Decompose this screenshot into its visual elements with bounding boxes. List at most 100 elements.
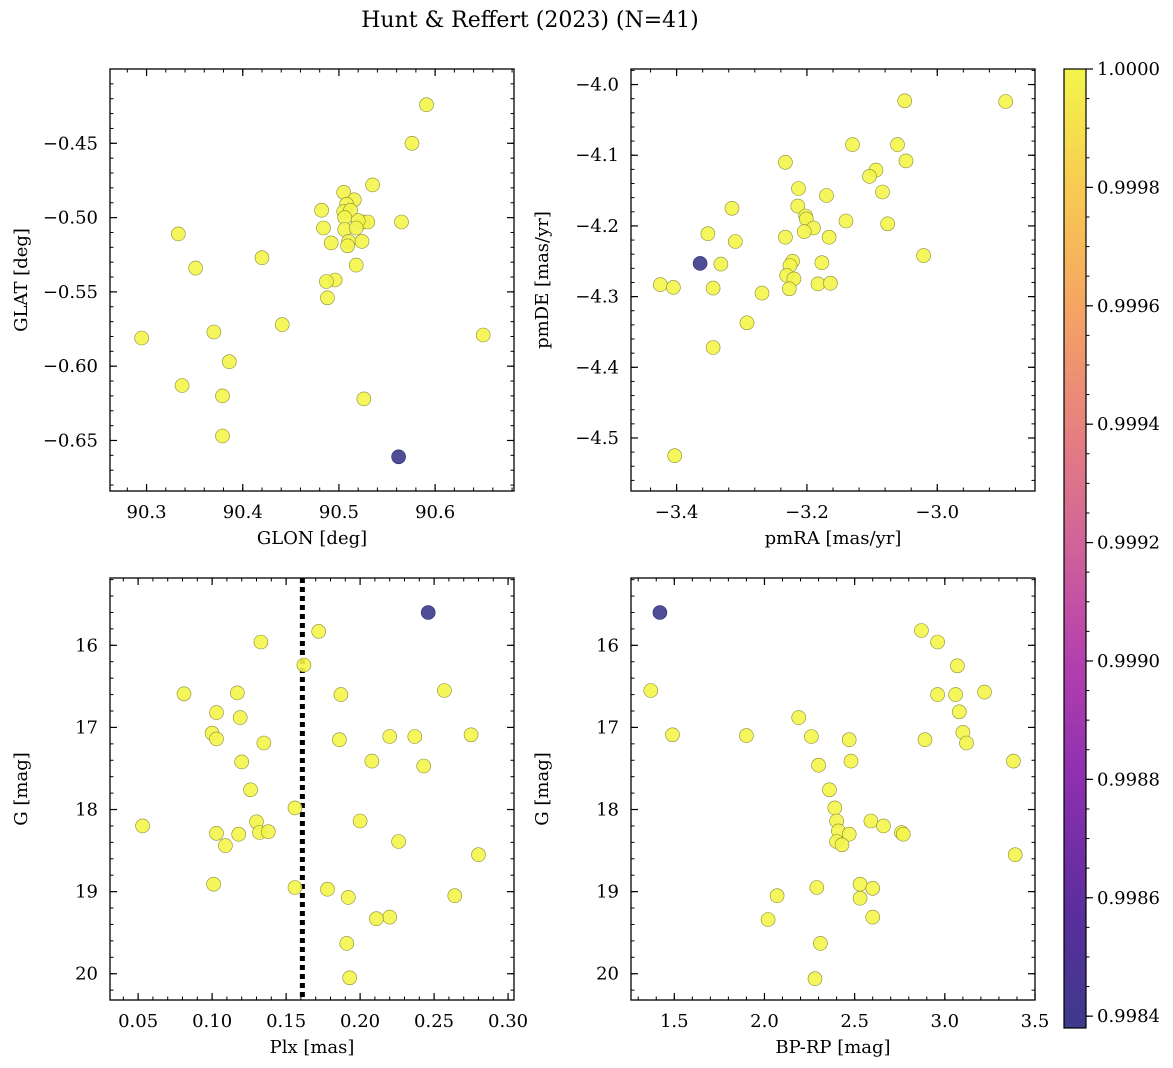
colorbar-tick-label: 0.9984 bbox=[1097, 1006, 1160, 1027]
scatter-point bbox=[218, 838, 233, 853]
scatter-point bbox=[316, 220, 331, 236]
scatter-point bbox=[332, 732, 347, 748]
y-tick-label: −0.45 bbox=[43, 133, 98, 154]
scatter-point bbox=[232, 710, 248, 725]
y-tick-label: −4.1 bbox=[575, 145, 619, 166]
scatter-point bbox=[727, 234, 743, 249]
y-tick-label: −4.4 bbox=[575, 357, 619, 378]
scatter-point bbox=[176, 686, 192, 702]
scatter-point bbox=[230, 685, 245, 701]
scatter-point bbox=[287, 880, 303, 895]
scatter-point bbox=[1006, 753, 1021, 769]
scatter-point bbox=[811, 757, 826, 773]
scatter-point bbox=[898, 153, 914, 169]
scatter-point bbox=[897, 93, 913, 109]
scatter-point bbox=[895, 826, 911, 842]
scatter-point bbox=[807, 971, 823, 987]
scatter-point bbox=[652, 605, 668, 620]
scatter-point bbox=[404, 136, 420, 151]
x-tick-label: 0.25 bbox=[414, 1011, 454, 1032]
x-tick-label: 90.3 bbox=[127, 502, 167, 523]
scatter-point bbox=[260, 824, 276, 840]
scatter-point bbox=[394, 214, 409, 230]
y-tick-label: 20 bbox=[596, 964, 619, 985]
scatter-point bbox=[333, 687, 349, 702]
scatter-point bbox=[781, 281, 797, 297]
scatter-point bbox=[778, 229, 793, 245]
scatter-point bbox=[352, 813, 368, 829]
scatter-point bbox=[1007, 847, 1023, 863]
scatter-point bbox=[209, 731, 224, 747]
scatter-point bbox=[930, 687, 945, 702]
scatter-point bbox=[875, 184, 890, 200]
scatter-point bbox=[420, 605, 436, 620]
scatter-point bbox=[209, 825, 224, 841]
scatter-point bbox=[998, 94, 1014, 109]
scatter-point bbox=[950, 658, 965, 674]
panel-plx-g: 0.05 0.10 0.15 0.20 0.25 0.30 16 17 18 19 20 Plx [m… bbox=[11, 577, 528, 1058]
colorbar-tick-label: 0.9988 bbox=[1097, 769, 1160, 790]
y-tick-label: −0.65 bbox=[43, 430, 98, 451]
scatter-point bbox=[391, 834, 406, 849]
y-tick-label: 18 bbox=[596, 800, 619, 821]
x-tick-label: 0.10 bbox=[192, 1011, 232, 1032]
scatter-point bbox=[948, 687, 963, 702]
y-tick-label: −0.60 bbox=[43, 356, 98, 377]
scatter-point bbox=[274, 317, 290, 332]
x-tick-label: 1.5 bbox=[660, 1011, 689, 1032]
scatter-point bbox=[804, 729, 819, 744]
scatter-point bbox=[296, 657, 312, 673]
y-tick-label: 19 bbox=[75, 882, 98, 903]
scatter-point bbox=[819, 188, 834, 203]
scatter-point bbox=[778, 155, 793, 170]
scatter-point bbox=[876, 818, 891, 834]
scatter-point bbox=[838, 213, 854, 229]
scatter-point bbox=[959, 735, 974, 751]
x-tick-label: −3.2 bbox=[785, 502, 829, 523]
scatter-point bbox=[206, 324, 222, 340]
scatter-point bbox=[917, 732, 933, 748]
scatter-point bbox=[348, 257, 364, 273]
x-axis-label: pmRA [mas/yr] bbox=[765, 528, 902, 549]
scatter-point bbox=[845, 137, 860, 152]
scatter-point bbox=[253, 634, 269, 650]
scatter-point bbox=[665, 727, 680, 743]
x-tick-label: 0.30 bbox=[488, 1011, 528, 1032]
scatter-point bbox=[391, 449, 406, 465]
scatter-point bbox=[340, 890, 356, 905]
scatter-point bbox=[463, 727, 479, 743]
panel-glon-glat: 90.3 90.4 90.5 90.6 −0.45 −0.50 −0.55 −0.60 −0.6… bbox=[11, 68, 515, 549]
scatter-point bbox=[342, 970, 358, 986]
axes-frame bbox=[109, 577, 515, 1001]
x-tick-label: 90.6 bbox=[415, 502, 455, 523]
scatter-point bbox=[314, 202, 329, 218]
scatter-point bbox=[739, 315, 755, 331]
x-tick-label: −3.4 bbox=[655, 502, 699, 523]
y-tick-label: 16 bbox=[596, 635, 619, 656]
scatter-point bbox=[419, 97, 434, 112]
scatter-point bbox=[822, 782, 837, 798]
scatter-point bbox=[951, 704, 967, 720]
scatter-point bbox=[171, 226, 186, 242]
x-tick-label: 0.15 bbox=[266, 1011, 306, 1032]
scatter-point bbox=[791, 181, 806, 196]
y-tick-label: −4.3 bbox=[575, 287, 619, 308]
scatter-point bbox=[700, 226, 716, 241]
scatter-point bbox=[827, 800, 843, 816]
scatter-point bbox=[407, 729, 423, 744]
colorbar-gradient bbox=[1063, 68, 1087, 1029]
scatter-point bbox=[320, 881, 335, 897]
scatter-point bbox=[416, 758, 432, 774]
scatter-point bbox=[724, 201, 740, 216]
scatter-point bbox=[471, 847, 486, 863]
scatter-point bbox=[382, 909, 398, 925]
x-tick-label: 3.0 bbox=[931, 1011, 960, 1032]
scatter-point bbox=[760, 912, 776, 927]
y-axis-label: G [mag] bbox=[532, 752, 553, 825]
scatter-point bbox=[790, 198, 806, 214]
y-tick-label: 20 bbox=[75, 964, 98, 985]
scatter-point bbox=[222, 354, 237, 370]
scatter-point bbox=[666, 280, 681, 295]
scatter-point bbox=[930, 634, 945, 650]
